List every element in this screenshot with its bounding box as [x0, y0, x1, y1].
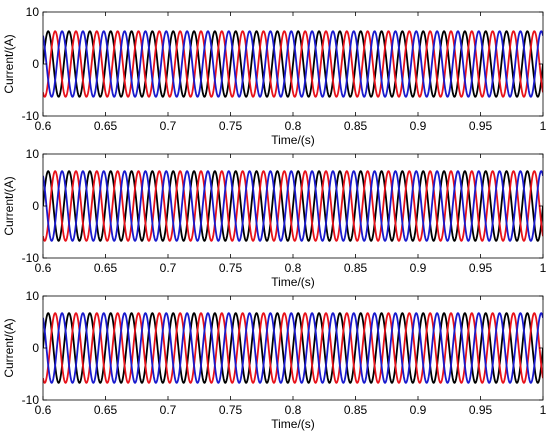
x-axis-label: Time/(s) — [271, 275, 315, 289]
y-tick-label: -10 — [22, 109, 40, 123]
x-tick-label: 0.65 — [94, 403, 118, 417]
chart-panel-1: 0.6 0.65 0.7 0.75 0.8 0.85 0.9 0.95 1 -10 0 10 Time/… — [2, 5, 547, 147]
x-axis-label: Time/(s) — [271, 133, 315, 147]
x-tick-label: 0.65 — [94, 261, 118, 275]
x-tick-label: 0.9 — [410, 403, 427, 417]
x-tick-label: 0.6 — [35, 119, 52, 133]
y-tick-label: 10 — [26, 5, 40, 19]
x-tick-label: 1 — [540, 119, 547, 133]
x-tick-label: 0.65 — [94, 119, 118, 133]
x-tick-label: 0.8 — [285, 119, 302, 133]
series-line-2 — [43, 170, 543, 242]
x-tick-label: 0.7 — [160, 119, 177, 133]
y-tick-label: 0 — [32, 57, 39, 71]
x-tick-label: 0.7 — [160, 403, 177, 417]
x-tick-label: 0.6 — [35, 261, 52, 275]
x-tick-label: 0.9 — [410, 261, 427, 275]
x-tick-label: 0.85 — [344, 261, 368, 275]
x-tick-label: 1 — [540, 403, 547, 417]
y-tick-label: 10 — [26, 147, 40, 161]
x-tick-label: 0.6 — [35, 403, 52, 417]
chart-panel-3: 0.6 0.65 0.7 0.75 0.8 0.85 0.9 0.95 1 -10 0 10 Time/… — [2, 289, 547, 431]
x-tick-label: 0.95 — [469, 403, 493, 417]
chart-panel-2: 0.6 0.65 0.7 0.75 0.8 0.85 0.9 0.95 1 -10 0 10 Time/… — [2, 147, 547, 289]
y-tick-label: -10 — [22, 251, 40, 265]
series-line-1 — [43, 30, 543, 98]
series-line-2 — [43, 312, 543, 384]
y-axis-label: Current/(A) — [2, 34, 16, 93]
series-line-1 — [43, 312, 543, 384]
series-line-3 — [43, 170, 543, 242]
y-axis-label: Current/(A) — [2, 318, 16, 377]
series-line-3 — [43, 30, 543, 98]
y-axis-label: Current/(A) — [2, 176, 16, 235]
x-tick-label: 0.85 — [344, 119, 368, 133]
x-tick-label: 0.75 — [219, 119, 243, 133]
x-tick-label: 0.7 — [160, 261, 177, 275]
x-tick-label: 0.9 — [410, 119, 427, 133]
x-tick-label: 1 — [540, 261, 547, 275]
x-tick-label: 0.75 — [219, 403, 243, 417]
series-line-1 — [43, 170, 543, 242]
x-axis-label: Time/(s) — [271, 417, 315, 431]
series-group — [43, 312, 543, 384]
series-line-3 — [43, 312, 543, 384]
y-tick-label: 0 — [32, 199, 39, 213]
y-tick-label: 10 — [26, 289, 40, 303]
y-tick-label: -10 — [22, 393, 40, 407]
x-tick-label: 0.95 — [469, 261, 493, 275]
x-tick-label: 0.85 — [344, 403, 368, 417]
x-tick-label: 0.75 — [219, 261, 243, 275]
series-group — [43, 30, 543, 98]
series-group — [43, 170, 543, 242]
x-tick-label: 0.8 — [285, 261, 302, 275]
x-tick-label: 0.95 — [469, 119, 493, 133]
x-tick-label: 0.8 — [285, 403, 302, 417]
series-line-2 — [43, 30, 543, 98]
y-tick-label: 0 — [32, 341, 39, 355]
